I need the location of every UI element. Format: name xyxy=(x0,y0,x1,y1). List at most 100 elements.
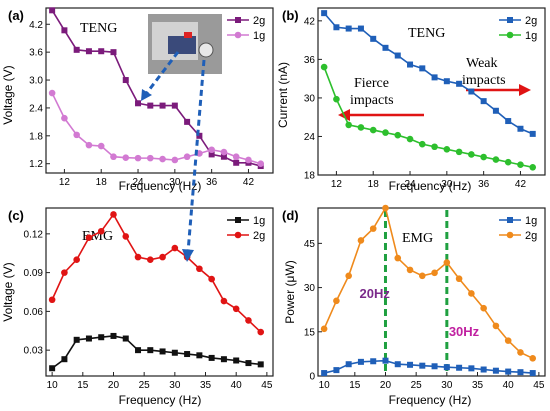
panel-c-xtick-label-30: 30 xyxy=(169,380,181,391)
panel-c-series-1-point-8 xyxy=(146,256,154,263)
panel-b-series-1-point-12 xyxy=(468,151,475,158)
panel-d-legend-marker-0 xyxy=(507,217,513,223)
panel-a-xtick-label-36: 36 xyxy=(206,177,218,188)
panel-b-series-1-point-5 xyxy=(382,129,389,136)
panel-b-series-0-point-6 xyxy=(394,52,401,59)
panel-c-legend-marker-0 xyxy=(235,217,241,223)
panel-a-series-0-point-1 xyxy=(61,27,68,34)
panel-d-xlabel: Frequency (Hz) xyxy=(389,393,472,407)
panel-b-legend-label-0: 2g xyxy=(525,15,537,27)
panel-c-series-0-point-7 xyxy=(135,347,142,354)
panel-b-series-0-point-11 xyxy=(456,80,463,87)
panel-d-xtick-label-15: 15 xyxy=(349,380,361,391)
panel-c-ytick-label-3: 0.12 xyxy=(24,229,44,240)
panel-d-series-1-point-4 xyxy=(369,225,377,232)
device-magnet xyxy=(184,32,192,38)
panel-c-series-1-point-4 xyxy=(97,227,105,235)
panel-a-frame xyxy=(45,7,274,174)
panel-a-teng-label: TENG xyxy=(80,21,117,36)
panel-d-series-1-point-17 xyxy=(529,355,537,362)
panel-c: (c) EMG Frequency (Hz) Voltage (V) 1g2g … xyxy=(1,207,274,407)
panel-d-series-0-line xyxy=(323,359,533,374)
panel-a-series-0-point-14 xyxy=(220,153,227,160)
panel-a-series-1-point-17 xyxy=(257,160,265,168)
panel-a-series-1-point-15 xyxy=(232,153,240,161)
panel-b-series-1-point-17 xyxy=(529,163,537,171)
panel-a-series-1-point-14 xyxy=(220,148,228,156)
panel-c-series-1-point-2 xyxy=(73,256,80,263)
panel-a-series-0-point-11 xyxy=(184,118,191,125)
panel-a-series-1-line xyxy=(51,92,261,165)
panel-c-series-1-point-13 xyxy=(208,275,215,283)
panel-a-series-0-point-0 xyxy=(49,7,56,14)
panel-d-series-1-point-6 xyxy=(394,254,402,262)
panel-d-series-1-point-15 xyxy=(504,337,512,344)
panel-c-series-1-point-0 xyxy=(48,296,56,304)
panel-a-ytick-label-2: 2.4 xyxy=(29,103,43,114)
panel-d-xtick-label-10: 10 xyxy=(319,380,331,391)
panel-b-series-0-point-1 xyxy=(333,24,340,31)
panel-c-legend-label-1: 2g xyxy=(253,230,265,242)
panel-c-series-0-point-14 xyxy=(220,356,227,363)
panel-b-series-0-point-8 xyxy=(419,65,426,72)
panel-a-series-0-point-3 xyxy=(85,48,92,55)
panel-a-series-0-point-10 xyxy=(171,102,178,109)
panel-c-xtick-label-20: 20 xyxy=(108,380,120,391)
panel-b-series-1-point-4 xyxy=(369,126,377,134)
panel-c-ylabel: Voltage (V) xyxy=(1,262,15,321)
panel-c-ytick-label-1: 0.06 xyxy=(24,307,44,318)
panel-b-legend-marker-0 xyxy=(507,17,513,23)
panel-c-xtick-label-35: 35 xyxy=(200,380,212,391)
panel-d-series-1-point-3 xyxy=(357,237,365,244)
panel-d-series-1-point-5 xyxy=(382,204,389,212)
panel-a-ticks: 12 18 24 30 36 42 1.2 1.8 2.4 3.0 3.6 4.2 xyxy=(29,20,254,188)
panel-b: (b) TENG Frequency (Hz) Current (nA) Fie… xyxy=(276,7,546,193)
panel-d-series-0-point-13 xyxy=(480,366,487,373)
panel-c-xtick-label-15: 15 xyxy=(77,380,89,391)
panel-c-ytick-label-0: 0.03 xyxy=(24,346,44,357)
panel-d-series-1-point-9 xyxy=(431,269,438,277)
panel-c-series-0-point-4 xyxy=(98,334,105,341)
panel-d-series-1-point-7 xyxy=(406,266,414,274)
panel-b-plot xyxy=(320,10,537,171)
panel-b-series-1-point-9 xyxy=(431,143,438,151)
panel-b-ytick-label-3: 36 xyxy=(304,55,316,66)
panel-a-series-1-point-0 xyxy=(48,89,56,97)
panel-b-ytick-label-1: 24 xyxy=(304,132,316,143)
panel-d-series-1-point-14 xyxy=(492,322,500,330)
panel-b-ylabel: Current (nA) xyxy=(276,62,290,128)
panel-d-series-0-point-4 xyxy=(370,358,377,365)
panel-b-ytick-label-4: 42 xyxy=(304,16,316,27)
panel-c-series-0-point-12 xyxy=(196,352,203,359)
panel-b-series-0-point-2 xyxy=(345,25,352,32)
panel-c-series-0-point-13 xyxy=(208,354,215,361)
device-coil xyxy=(198,42,214,58)
panel-c-series-1-point-12 xyxy=(196,265,203,273)
panel-d-xtick-label-20: 20 xyxy=(380,380,392,391)
panel-a-label: (a) xyxy=(8,8,24,23)
panel-d-series-0-point-10 xyxy=(443,364,450,371)
panel-b-series-1-point-16 xyxy=(517,161,524,169)
panel-d-xtick-label-35: 35 xyxy=(472,380,484,391)
panel-b-ytick-label-2: 30 xyxy=(304,93,316,104)
panel-a-ytick-label-0: 1.2 xyxy=(29,159,43,170)
panel-c-legend-label-0: 1g xyxy=(253,215,265,227)
panel-b-series-0-point-12 xyxy=(468,88,475,95)
panel-d-series-0-point-9 xyxy=(431,363,438,370)
arrow-to-teng xyxy=(144,51,180,95)
panel-a-series-0-point-9 xyxy=(159,102,166,109)
panel-b-series-0-point-14 xyxy=(492,107,499,114)
panel-b-series-0-point-10 xyxy=(443,78,450,85)
panel-b-series-0-point-3 xyxy=(357,25,364,32)
panel-b-series-0-point-9 xyxy=(431,74,438,81)
panel-d-series-1-point-1 xyxy=(333,297,340,305)
panel-d-ytick-label-2: 30 xyxy=(304,283,316,294)
panel-a-series-1-point-1 xyxy=(61,114,68,122)
panel-a-ytick-label-3: 3.0 xyxy=(29,76,43,87)
panel-d-legend-label-1: 2g xyxy=(525,230,537,242)
panel-d-series-1-point-16 xyxy=(517,349,524,356)
panel-d-series-0-point-14 xyxy=(492,367,499,374)
